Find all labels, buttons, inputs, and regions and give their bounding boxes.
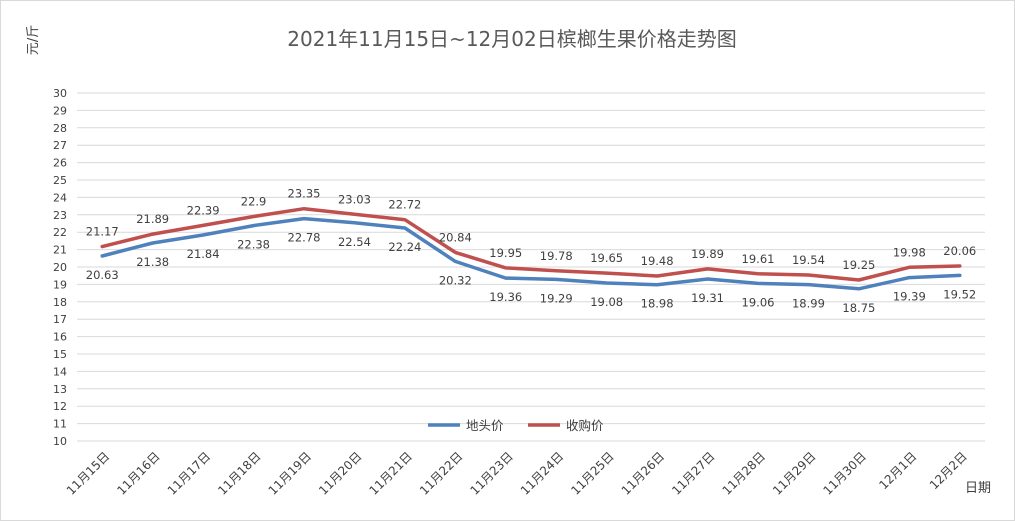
chart-title: 2021年11月15日~12月02日槟榔生果价格走势图: [287, 27, 736, 51]
x-tick-label: 11月20日: [316, 449, 364, 497]
y-tick-label: 23: [53, 209, 67, 222]
x-tick-label: 11月22日: [417, 449, 465, 497]
y-axis-ticks: 10 11 12 13 14 15 16 17 18 19 20 21 22 23 24 25 26 27 28 29…: [53, 87, 67, 448]
data-label: 19.98: [893, 245, 926, 259]
y-tick-label: 27: [53, 139, 67, 152]
data-label: 18.98: [641, 297, 674, 311]
x-axis-ticks: 11月15日 11月16日 11月17日 11月18日 11月19日 11月20日 11月2…: [64, 449, 970, 497]
data-label: 19.25: [842, 258, 875, 272]
data-label: 18.99: [792, 297, 825, 311]
data-label: 19.65: [590, 251, 623, 265]
y-tick-label: 10: [53, 435, 67, 448]
y-tick-label: 19: [53, 278, 67, 291]
data-label: 22.54: [338, 235, 371, 249]
data-label: 21.38: [136, 255, 169, 269]
data-label: 23.35: [288, 187, 321, 201]
data-label: 22.78: [288, 231, 321, 245]
y-tick-label: 13: [53, 383, 67, 396]
y-tick-label: 17: [53, 313, 67, 326]
x-tick-label: 11月30日: [821, 449, 869, 497]
data-label: 19.89: [691, 247, 724, 261]
y-tick-label: 26: [53, 157, 67, 170]
y-tick-label: 28: [53, 122, 67, 135]
data-label: 22.38: [237, 238, 270, 252]
data-label: 19.61: [742, 252, 775, 266]
data-label: 22.24: [388, 240, 421, 254]
x-tick-label: 11月17日: [165, 449, 213, 497]
x-tick-label: 11月15日: [64, 449, 112, 497]
data-label: 19.06: [742, 295, 775, 309]
x-tick-label: 11月29日: [770, 449, 818, 497]
x-tick-label: 11月27日: [669, 449, 717, 497]
data-label: 20.63: [86, 268, 119, 282]
data-label: 18.75: [842, 301, 875, 315]
x-tick-label: 12月2日: [927, 449, 970, 492]
y-tick-label: 21: [53, 244, 67, 257]
x-tick-label: 11月16日: [114, 449, 162, 497]
x-tick-label: 11月25日: [568, 449, 616, 497]
data-label: 19.29: [540, 291, 573, 305]
data-label: 21.17: [86, 225, 119, 239]
x-tick-label: 11月19日: [266, 449, 314, 497]
data-label: 19.52: [943, 287, 976, 301]
x-tick-label: 11月26日: [619, 449, 667, 497]
data-label: 23.03: [338, 192, 371, 206]
data-label: 20.84: [439, 230, 472, 244]
x-axis-label: 日期: [965, 481, 991, 496]
series-line: [100, 206, 962, 282]
y-tick-label: 30: [53, 87, 67, 100]
data-label: 22.39: [187, 203, 220, 217]
data-label: 19.78: [540, 249, 573, 263]
series-lines: [100, 206, 962, 291]
y-tick-label: 16: [53, 331, 67, 344]
x-tick-label: 11月18日: [215, 449, 263, 497]
data-label: 19.54: [792, 253, 825, 267]
x-tick-label: 11月24日: [518, 449, 566, 497]
data-label: 22.9: [241, 195, 267, 209]
y-tick-label: 22: [53, 226, 67, 239]
x-tick-label: 12月1日: [876, 449, 919, 492]
y-tick-label: 14: [53, 365, 67, 378]
legend-entry: 收购价: [566, 418, 604, 433]
legend-entry: 地头价: [466, 418, 504, 433]
data-label: 19.36: [489, 290, 522, 304]
x-tick-label: 11月28日: [720, 449, 768, 497]
data-label: 22.72: [388, 198, 421, 212]
y-tick-label: 29: [53, 104, 67, 117]
data-label: 19.95: [489, 246, 522, 260]
gridlines: [77, 92, 985, 442]
series-line: [100, 216, 962, 291]
y-tick-label: 24: [53, 191, 67, 204]
y-tick-label: 11: [53, 418, 67, 431]
data-label: 19.48: [641, 254, 674, 268]
data-label: 19.39: [893, 290, 926, 304]
data-label: 19.31: [691, 291, 724, 305]
data-label: 19.08: [590, 295, 623, 309]
y-tick-label: 18: [53, 296, 67, 309]
data-label: 20.06: [943, 244, 976, 258]
x-tick-label: 11月21日: [367, 449, 415, 497]
data-label: 21.89: [136, 212, 169, 226]
legend: 地头价 收购价: [428, 418, 604, 433]
y-tick-label: 15: [53, 348, 67, 361]
y-tick-label: 20: [53, 261, 67, 274]
x-tick-label: 11月23日: [467, 449, 515, 497]
data-label: 20.32: [439, 273, 472, 287]
data-labels: 20.63 21.38 21.84 22.38 22.78 22.54 22.24 20.32…: [86, 187, 976, 315]
data-label: 21.84: [187, 247, 220, 261]
y-tick-label: 12: [53, 400, 67, 413]
y-axis-label: 元/斤: [26, 25, 41, 55]
y-tick-label: 25: [53, 174, 67, 187]
